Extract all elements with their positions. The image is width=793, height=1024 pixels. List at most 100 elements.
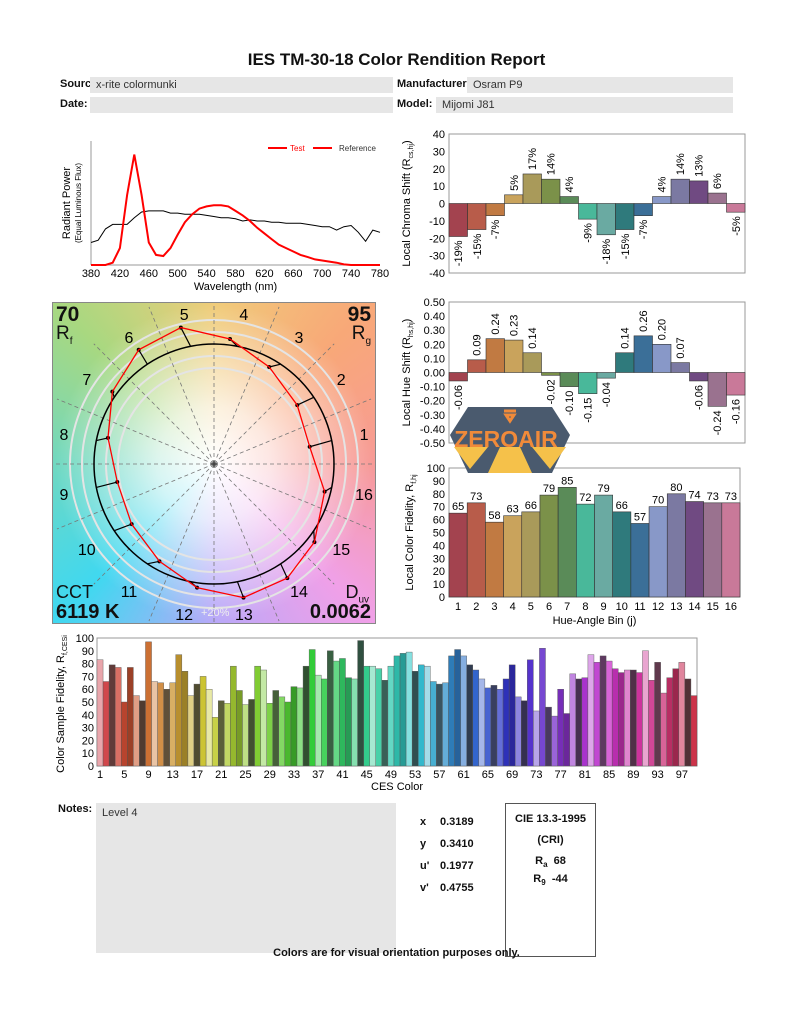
y-axis-label: Radiant Power bbox=[61, 167, 73, 239]
bar-ces-42 bbox=[345, 677, 352, 767]
bin-boundary-line bbox=[213, 398, 372, 465]
shift-arrow-bin-2 bbox=[296, 396, 315, 406]
bar-ces-19 bbox=[205, 689, 213, 767]
hue-bin-label: 6 bbox=[125, 330, 134, 347]
bar-ces-77 bbox=[557, 689, 564, 767]
bar-bin-8 bbox=[576, 503, 595, 598]
bar-ces-11 bbox=[157, 682, 164, 767]
x-tick-label: 53 bbox=[409, 769, 421, 781]
bin-boundary-line bbox=[93, 463, 215, 585]
bar-bin-8 bbox=[578, 203, 598, 220]
y-tick-label: 20 bbox=[82, 735, 94, 747]
bar-bin-10 bbox=[615, 203, 635, 230]
x-tick-label: 69 bbox=[506, 769, 518, 781]
bar-ces-16 bbox=[187, 695, 195, 767]
x-tick-label: 45 bbox=[361, 769, 373, 781]
x-tick-label: 780 bbox=[371, 268, 389, 280]
bin-boundary-line bbox=[148, 463, 215, 622]
bar-ces-98 bbox=[684, 678, 692, 767]
x-tick-label: 65 bbox=[482, 769, 494, 781]
y-tick-label: 30 bbox=[433, 146, 445, 158]
date-label: Date: bbox=[60, 98, 88, 110]
zeroair-watermark-logo: ZEROAIR bbox=[450, 407, 570, 473]
bar-ces-27 bbox=[254, 665, 261, 767]
x-tick-label: 380 bbox=[82, 268, 100, 280]
data-label: 66 bbox=[616, 500, 628, 512]
data-label: -5% bbox=[731, 216, 743, 236]
bar-bin-5 bbox=[521, 511, 541, 598]
cri-ra: Ra 68 bbox=[535, 855, 566, 870]
y-tick-label: -20 bbox=[429, 233, 445, 245]
data-label: -0.24 bbox=[712, 410, 724, 435]
bar-ces-56 bbox=[430, 681, 437, 767]
bar-ces-7 bbox=[133, 695, 140, 767]
x-tick-label: 97 bbox=[676, 769, 688, 781]
data-label: -7% bbox=[490, 219, 502, 239]
bar-bin-12 bbox=[652, 196, 672, 204]
y-tick-label: 0 bbox=[439, 592, 445, 604]
hue-bin-label: 4 bbox=[239, 307, 248, 324]
report-title: IES TM-30-18 Color Rendition Report bbox=[247, 50, 546, 69]
notes-field: Level 4 bbox=[96, 803, 396, 953]
bar-bin-5 bbox=[522, 173, 542, 204]
bin-boundary-line bbox=[56, 463, 215, 530]
bar-ces-61 bbox=[460, 655, 467, 767]
bar-ces-96 bbox=[672, 668, 680, 767]
bar-ces-79 bbox=[569, 673, 576, 767]
x-tick-label: 8 bbox=[582, 601, 588, 613]
rf-value: 70 bbox=[56, 303, 80, 326]
bar-bin-5 bbox=[522, 352, 542, 373]
data-label: 4% bbox=[657, 176, 669, 192]
notes-label: Notes: bbox=[58, 803, 93, 815]
hue-bin-label: 9 bbox=[59, 487, 68, 504]
bar-ces-17 bbox=[193, 683, 201, 767]
bar-ces-34 bbox=[296, 687, 304, 767]
shift-arrow-bin-11 bbox=[147, 560, 160, 565]
bar-bin-6 bbox=[541, 372, 561, 376]
bar-ces-10 bbox=[151, 681, 158, 767]
date-field bbox=[90, 97, 393, 113]
hue-bin-label: 3 bbox=[295, 330, 304, 347]
bar-ces-46 bbox=[369, 665, 376, 767]
bar-ces-37 bbox=[314, 674, 322, 767]
x-tick-label: 49 bbox=[385, 769, 397, 781]
bar-ces-1 bbox=[96, 659, 104, 767]
bar-ces-2 bbox=[102, 681, 110, 767]
bar-ces-15 bbox=[181, 671, 189, 767]
bar-ces-24 bbox=[236, 690, 243, 767]
y-tick-label: 40 bbox=[82, 710, 94, 722]
bar-ces-8 bbox=[139, 700, 146, 767]
bar-ces-39 bbox=[327, 650, 334, 767]
bar-bin-14 bbox=[689, 372, 709, 382]
bar-bin-2 bbox=[467, 203, 487, 230]
bar-ces-18 bbox=[199, 676, 207, 767]
y-tick-label: -0.50 bbox=[420, 438, 445, 450]
hue-bin-label: 5 bbox=[180, 307, 189, 324]
bar-bin-4 bbox=[504, 194, 524, 204]
hue-bin-label: 2 bbox=[337, 372, 346, 389]
bar-ces-92 bbox=[648, 680, 655, 767]
duv-value: 0.0062 bbox=[309, 601, 371, 623]
bar-ces-55 bbox=[424, 665, 431, 767]
bin-boundary-line bbox=[148, 306, 215, 465]
y-axis-label: Local Chroma Shift (Rcs,hj) bbox=[401, 140, 415, 266]
x-tick-label: 660 bbox=[284, 268, 302, 280]
data-label: 0.20 bbox=[657, 319, 669, 340]
x-tick-label: 5 bbox=[528, 601, 534, 613]
chromaticity-u: u' 0.1977 bbox=[420, 860, 474, 872]
y-tick-label: -40 bbox=[429, 268, 445, 280]
bar-ces-62 bbox=[466, 664, 473, 767]
watermark-text: ZEROAIR bbox=[454, 426, 558, 452]
bar-ces-14 bbox=[175, 654, 183, 767]
bar-bin-16 bbox=[726, 203, 746, 213]
x-tick-label: 2 bbox=[473, 601, 479, 613]
hue-shift-chart: -0.50 -0.40 -0.30 -0.20 -0.10 0.00 0.10 0.20 0.3… bbox=[401, 297, 746, 450]
bar-bin-4 bbox=[503, 515, 523, 598]
chromaticity-values: x 0.3189 y 0.3410 u' 0.1977 v' 0.4755 bbox=[420, 816, 500, 904]
manufacturer-field: Osram P9 bbox=[467, 77, 733, 93]
shift-arrow-bin-6 bbox=[138, 349, 148, 365]
bar-bin-1 bbox=[448, 372, 468, 382]
y-tick-label: 70 bbox=[433, 502, 445, 514]
data-label: -19% bbox=[453, 240, 465, 266]
